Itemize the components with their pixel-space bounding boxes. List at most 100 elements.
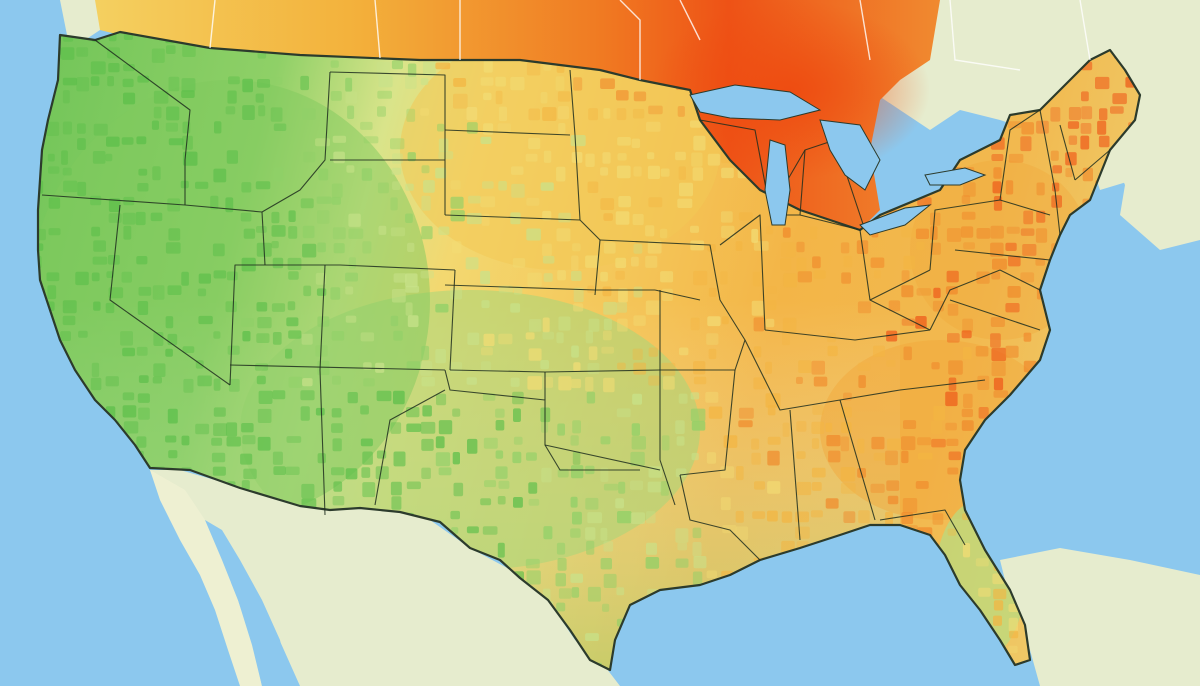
county-cell bbox=[752, 511, 766, 519]
county-cell bbox=[660, 168, 670, 177]
county-cell bbox=[495, 466, 508, 479]
county-cell bbox=[512, 258, 526, 268]
county-cell bbox=[753, 317, 765, 332]
county-cell bbox=[225, 197, 234, 213]
county-cell bbox=[930, 242, 941, 255]
county-cell bbox=[256, 226, 267, 233]
county-cell bbox=[420, 421, 436, 434]
county-cell bbox=[678, 166, 686, 180]
county-cell bbox=[333, 481, 343, 492]
province-border bbox=[209, 0, 216, 49]
county-cell bbox=[585, 330, 593, 344]
county-cell bbox=[631, 256, 639, 267]
county-cell bbox=[617, 153, 627, 161]
county-cell bbox=[679, 182, 693, 197]
county-cell bbox=[600, 271, 608, 282]
county-cell bbox=[453, 78, 467, 87]
county-cell bbox=[525, 558, 540, 569]
county-cell bbox=[122, 347, 135, 357]
county-cell bbox=[588, 108, 598, 121]
county-cell bbox=[690, 392, 700, 400]
county-cell bbox=[812, 405, 824, 415]
county-cell bbox=[62, 77, 78, 86]
county-cell bbox=[63, 180, 78, 193]
county-cell bbox=[92, 256, 108, 265]
state-border bbox=[949, 299, 1041, 331]
county-cell bbox=[272, 390, 286, 400]
county-cell bbox=[556, 166, 566, 182]
county-cell bbox=[1005, 345, 1019, 358]
county-cell bbox=[91, 362, 100, 378]
county-cell bbox=[1005, 242, 1017, 251]
county-cell bbox=[585, 376, 594, 392]
county-cell bbox=[62, 167, 72, 176]
county-cell bbox=[228, 76, 240, 85]
county-cell bbox=[420, 270, 434, 279]
county-cell bbox=[542, 317, 550, 333]
county-cell bbox=[1052, 182, 1060, 192]
county-cell bbox=[542, 107, 557, 121]
county-cell bbox=[617, 137, 631, 146]
county-cell bbox=[587, 512, 602, 524]
county-cell bbox=[812, 256, 821, 269]
county-cell bbox=[707, 316, 721, 327]
county-cell bbox=[405, 273, 418, 288]
county-cell bbox=[438, 420, 453, 435]
county-cell bbox=[751, 228, 759, 243]
county-cell bbox=[331, 408, 342, 418]
county-cell bbox=[152, 376, 162, 384]
county-cell bbox=[77, 181, 87, 196]
county-cell bbox=[556, 602, 566, 612]
county-cell bbox=[1036, 210, 1046, 223]
county-cell bbox=[975, 346, 989, 357]
county-cell bbox=[38, 243, 44, 251]
county-cell bbox=[48, 197, 61, 209]
state-border bbox=[654, 289, 701, 301]
county-cell bbox=[317, 210, 330, 224]
county-cell bbox=[105, 302, 115, 314]
county-cell bbox=[558, 316, 571, 331]
county-cell bbox=[930, 226, 938, 240]
county-cell bbox=[857, 438, 865, 454]
state-border bbox=[744, 339, 841, 411]
county-cell bbox=[406, 481, 421, 490]
county-cell bbox=[916, 241, 925, 250]
state-border bbox=[1074, 149, 1111, 181]
county-cell bbox=[781, 242, 796, 258]
county-cell bbox=[513, 436, 523, 445]
county-cell bbox=[302, 243, 317, 258]
county-cell bbox=[571, 270, 582, 281]
county-cell bbox=[767, 510, 778, 522]
county-cell bbox=[348, 213, 361, 227]
county-cell bbox=[947, 333, 960, 343]
county-cell bbox=[843, 255, 853, 268]
county-cell bbox=[121, 271, 132, 283]
county-cell bbox=[435, 303, 449, 313]
county-cell bbox=[271, 241, 279, 249]
county-cell bbox=[226, 436, 241, 447]
county-cell bbox=[602, 286, 612, 297]
state-border bbox=[261, 71, 331, 213]
county-cell bbox=[181, 90, 195, 98]
county-cell bbox=[618, 196, 631, 208]
county-cell bbox=[48, 166, 60, 174]
county-cell bbox=[931, 420, 943, 434]
county-cell bbox=[421, 467, 431, 479]
county-cell bbox=[300, 75, 309, 91]
county-cell bbox=[692, 527, 702, 539]
county-cell bbox=[390, 227, 406, 237]
county-cell bbox=[571, 255, 579, 271]
county-cell bbox=[1036, 120, 1049, 134]
county-cell bbox=[240, 212, 252, 222]
county-cell bbox=[332, 227, 346, 240]
county-cell bbox=[182, 45, 196, 57]
county-cell bbox=[543, 376, 554, 388]
county-cell bbox=[301, 483, 315, 499]
county-cell bbox=[991, 361, 1006, 377]
county-cell bbox=[378, 76, 393, 88]
great-lakes bbox=[689, 84, 987, 236]
county-cell bbox=[316, 196, 332, 204]
county-cell bbox=[903, 255, 915, 270]
county-cell bbox=[961, 408, 973, 418]
